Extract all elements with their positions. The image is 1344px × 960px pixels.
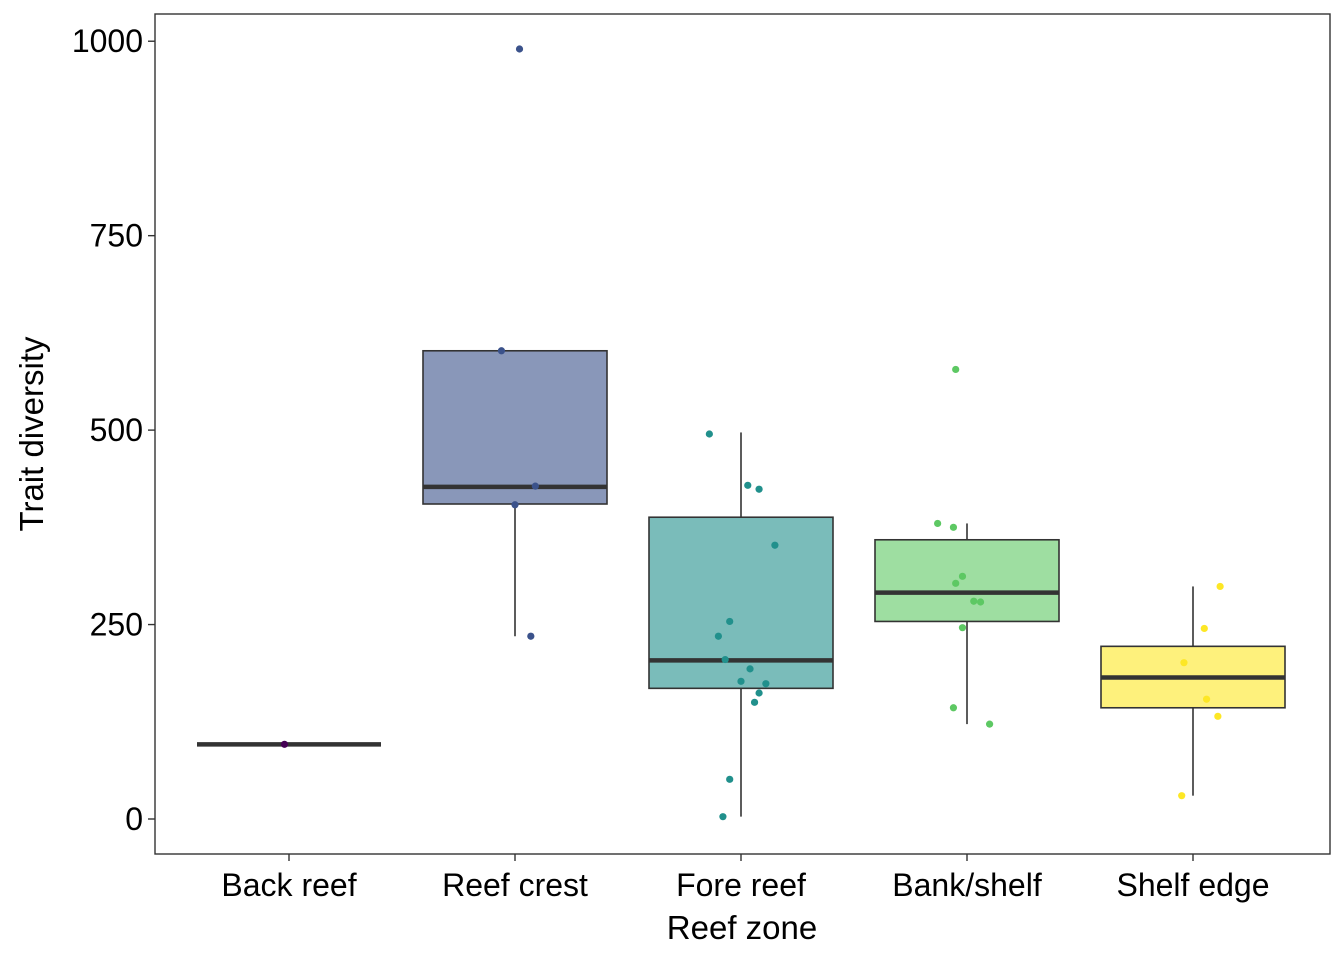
data-point <box>705 430 713 438</box>
data-point <box>750 698 759 706</box>
y-tick-label: 1000 <box>72 23 143 59</box>
data-point <box>970 597 978 605</box>
x-tick-label: Bank/shelf <box>892 867 1042 903</box>
box-body <box>422 349 608 505</box>
x-axis-title: Reef zone <box>667 909 817 946</box>
points-layer <box>280 45 1224 821</box>
data-point <box>719 813 727 821</box>
data-point <box>737 677 745 685</box>
y-tick-label: 500 <box>90 412 143 448</box>
box-bank-shelf <box>874 523 1060 725</box>
data-point <box>726 775 734 783</box>
data-point <box>714 632 723 640</box>
data-point <box>1216 582 1224 591</box>
x-axis: Back reef Reef crest Fore reef Bank/shelf Sh… <box>221 854 1270 903</box>
data-point <box>949 704 958 712</box>
box-shelf-edge <box>1100 586 1286 796</box>
data-point <box>531 482 539 490</box>
data-point <box>726 617 734 626</box>
x-tick-label: Shelf edge <box>1116 867 1269 903</box>
data-point <box>986 720 994 728</box>
box-fore-reef <box>648 432 834 817</box>
data-point <box>1178 792 1186 800</box>
data-point <box>515 45 524 53</box>
box-reef-crest <box>422 349 608 637</box>
data-point <box>511 501 519 509</box>
data-point <box>949 523 958 531</box>
y-axis: 0 250 500 750 1000 <box>72 23 155 837</box>
data-point <box>497 347 506 355</box>
data-point <box>527 632 535 640</box>
data-point <box>1180 659 1188 667</box>
data-point <box>280 740 289 748</box>
boxes-layer <box>197 349 1286 817</box>
y-tick-label: 0 <box>125 801 143 837</box>
data-point <box>1214 712 1222 720</box>
x-tick-label: Fore reef <box>676 867 806 903</box>
data-point <box>952 365 960 374</box>
data-point <box>755 689 763 697</box>
plot-panel <box>154 13 1331 855</box>
data-point <box>721 655 729 664</box>
data-point <box>958 624 967 632</box>
x-tick-label: Reef crest <box>442 867 588 903</box>
y-tick-label: 250 <box>90 607 143 643</box>
data-point <box>952 579 960 587</box>
y-tick-label: 750 <box>90 218 143 254</box>
x-tick-label: Back reef <box>221 867 356 903</box>
data-point <box>755 485 763 493</box>
data-point <box>771 541 779 549</box>
y-axis-title: Trait diversity <box>13 336 50 531</box>
box-body <box>874 538 1060 623</box>
data-point <box>1202 695 1211 703</box>
box-body <box>648 516 834 690</box>
data-point <box>958 572 967 580</box>
data-point <box>746 665 754 673</box>
data-point <box>1200 624 1208 633</box>
data-point <box>934 519 942 528</box>
data-point <box>762 680 770 688</box>
data-point <box>976 598 985 606</box>
data-point <box>744 481 752 489</box>
